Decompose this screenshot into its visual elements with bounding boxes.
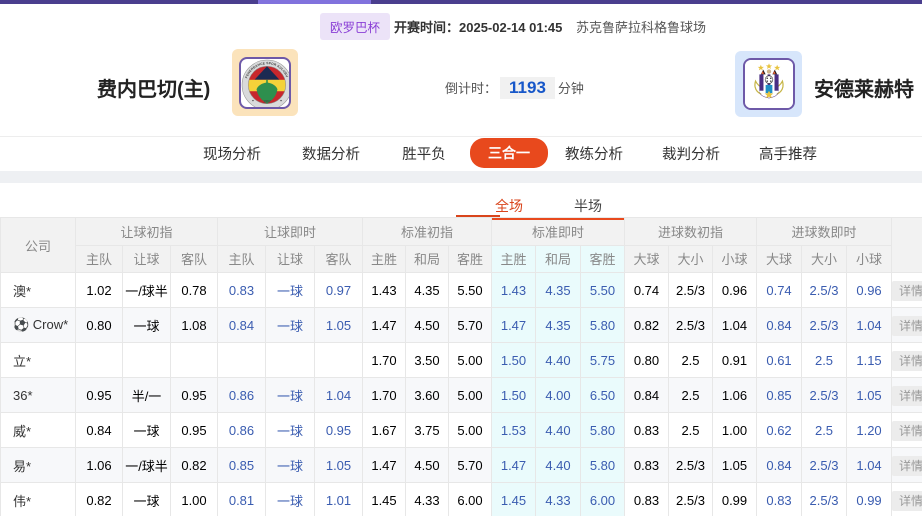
- svg-text:1907: 1907: [263, 99, 271, 103]
